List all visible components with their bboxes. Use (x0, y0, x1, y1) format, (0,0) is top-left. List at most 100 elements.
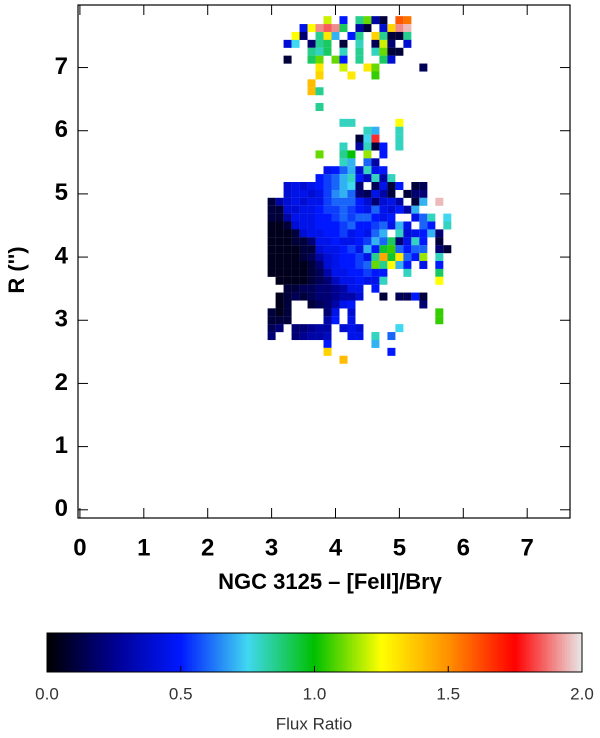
colorbar-swatch (444, 633, 448, 672)
colorbar-swatch (174, 633, 178, 672)
cell (347, 118, 356, 127)
colorbar-swatch (269, 633, 273, 672)
cell (299, 24, 308, 33)
cell (347, 166, 356, 175)
colorbar-swatch (132, 633, 135, 672)
cell (283, 237, 292, 246)
cell (339, 158, 348, 167)
cell (283, 197, 292, 206)
colorbar-swatch (304, 633, 308, 672)
cell (307, 276, 316, 285)
y-tick-label: 6 (55, 116, 68, 143)
colorbar-swatch (509, 633, 513, 672)
cell (283, 55, 292, 64)
cell (395, 134, 404, 143)
cell (315, 276, 324, 285)
cell (347, 268, 356, 277)
colorbar-swatch (429, 633, 433, 672)
cell (331, 284, 340, 293)
cell (299, 245, 308, 254)
cell (347, 189, 356, 198)
cell (371, 39, 380, 48)
colorbar-swatch (462, 633, 465, 672)
cell (283, 268, 292, 277)
cell (299, 221, 308, 230)
colorbar-swatch (99, 633, 103, 672)
cell (347, 292, 356, 301)
colorbar-swatch (534, 633, 538, 672)
colorbar-swatch (77, 633, 80, 672)
cell (323, 347, 332, 356)
colorbar-swatch (419, 633, 423, 672)
cell (435, 197, 444, 206)
cell (419, 260, 428, 269)
cell (363, 174, 372, 183)
colorbar-swatch (464, 633, 468, 672)
colorbar-swatch (307, 633, 310, 672)
colorbar-swatch (257, 633, 260, 672)
colorbar-swatch (409, 633, 413, 672)
cell (315, 150, 324, 159)
colorbar-swatch (152, 633, 155, 672)
colorbar-tick-label: 0.5 (169, 684, 193, 703)
cell (267, 316, 276, 325)
colorbar-swatch (554, 633, 558, 672)
cell (323, 16, 332, 25)
colorbar-swatch (314, 633, 318, 672)
colorbar-swatch (369, 633, 373, 672)
cell (267, 253, 276, 262)
cell (291, 276, 300, 285)
colorbar-swatch (439, 633, 443, 672)
colorbar-swatch (497, 633, 500, 672)
colorbar-swatch (474, 633, 478, 672)
cell (299, 205, 308, 214)
cell (307, 87, 316, 96)
colorbar-swatch (134, 633, 138, 672)
cell (339, 39, 348, 48)
colorbar-swatch (292, 633, 295, 672)
cell (347, 205, 356, 214)
cell (307, 197, 316, 206)
y-tick-label: 3 (55, 306, 68, 333)
cell (275, 237, 284, 246)
cell (387, 24, 396, 33)
cell (395, 260, 404, 269)
cell (371, 339, 380, 348)
colorbar-swatch (519, 633, 523, 672)
cell (347, 221, 356, 230)
cell (315, 260, 324, 269)
colorbar-swatch (559, 633, 563, 672)
y-tick-label: 7 (55, 53, 68, 80)
cell (371, 16, 380, 25)
colorbar-swatch (379, 633, 383, 672)
cell (371, 197, 380, 206)
colorbar-swatch (579, 633, 583, 672)
colorbar-swatch (394, 633, 398, 672)
cell (331, 237, 340, 246)
colorbar-swatch (192, 633, 195, 672)
colorbar-swatch (207, 633, 210, 672)
cell (371, 158, 380, 167)
colorbar-swatch (544, 633, 548, 672)
colorbar-swatch (94, 633, 98, 672)
cell (299, 253, 308, 262)
cell (371, 63, 380, 72)
cell (411, 205, 420, 214)
cell (283, 213, 292, 222)
cell (419, 229, 428, 238)
colorbar-swatch (367, 633, 370, 672)
colorbar-swatch (567, 633, 570, 672)
cell (435, 260, 444, 269)
cell (419, 189, 428, 198)
cell (315, 87, 324, 96)
colorbar-swatch (547, 633, 550, 672)
colorbar-swatch (122, 633, 125, 672)
colorbar-swatch (362, 633, 365, 672)
cell (363, 260, 372, 269)
cell (307, 292, 316, 301)
cell (307, 237, 316, 246)
colorbar-swatch (524, 633, 528, 672)
cell (307, 300, 316, 309)
cell (275, 308, 284, 317)
